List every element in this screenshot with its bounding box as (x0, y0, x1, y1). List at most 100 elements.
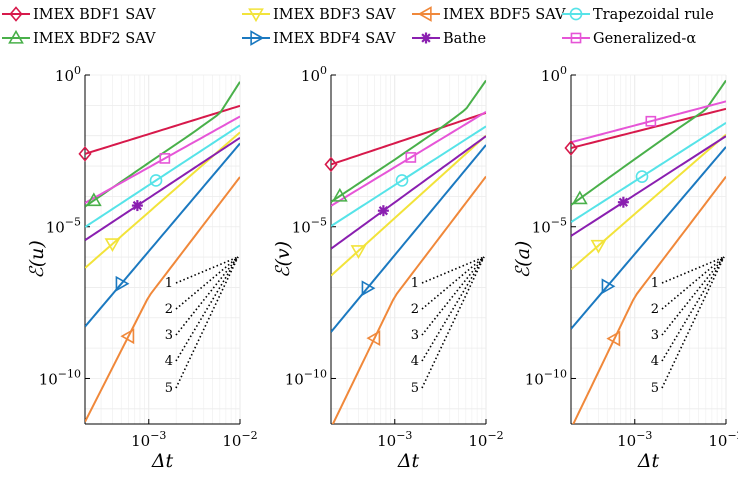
series-marker-trap (149, 174, 163, 187)
series-marker-bdf2 (331, 187, 348, 202)
series-marker-bdf4 (115, 275, 130, 292)
slope-line-5 (175, 256, 239, 389)
series-line-bdf3 (331, 134, 486, 277)
x-axis-label: Δt (397, 450, 420, 472)
x-tick-label: 10−3 (377, 429, 412, 450)
legend-marker-triangle-up (8, 29, 24, 44)
slope-fan: 1 2 3 4 5 (651, 256, 725, 396)
legend-label: IMEX BDF2 SAV (33, 31, 156, 47)
series-marker-trap (395, 174, 409, 187)
legend-label: Bathe (443, 31, 486, 47)
slope-label: 3 (411, 328, 419, 343)
slope-line-2 (175, 256, 239, 310)
series-marker-bdf3 (104, 238, 121, 253)
grid (84, 74, 241, 424)
x-tick-label: 10−2 (222, 429, 257, 450)
slope-line-5 (421, 256, 485, 389)
series-group (85, 81, 240, 423)
series-line-trap (331, 125, 486, 227)
chart-panel-3: 100 10−5 10−10 10−3 10−2 Δt ℰ(a) 1 2 3 4 5 (512, 64, 738, 472)
series-line-bdf3 (571, 133, 726, 271)
series-line-trap (85, 124, 240, 228)
series-group (571, 79, 726, 424)
series-line-bdf4 (331, 144, 486, 333)
series-line-bdf4 (85, 142, 240, 328)
slope-fan: 1 2 3 4 5 (411, 256, 485, 396)
series-line-bathe (571, 135, 726, 237)
slope-line-2 (421, 256, 485, 310)
legend-label: Trapezoidal rule (593, 7, 714, 23)
legend-entry-bdf1: IMEX BDF1 SAV (2, 6, 156, 23)
series-line-bathe (85, 136, 240, 242)
legend-entry-trap: Trapezoidal rule (562, 7, 714, 23)
series-marker-bdf5 (606, 330, 621, 347)
y-tick-label: 10−10 (39, 367, 81, 388)
legend-entry-bdf2: IMEX BDF2 SAV (2, 29, 156, 47)
series-line-bdf2 (331, 79, 486, 203)
slope-line-5 (661, 256, 725, 389)
legend-entry-bdf3: IMEX BDF3 SAV (242, 7, 396, 23)
y-axis-label: ℰ(v) (272, 241, 294, 278)
series-marker-bdf1 (78, 146, 92, 162)
y-tick-label: 10−10 (285, 367, 327, 388)
series-marker-bdf3 (590, 239, 607, 254)
legend-marker-circle (569, 7, 583, 21)
series-line-trap (571, 121, 726, 223)
x-tick-label: 10−2 (708, 429, 738, 450)
slope-line-2 (661, 256, 725, 310)
legend-entry-galpha: Generalized-α (562, 31, 696, 47)
slope-label: 1 (651, 276, 659, 291)
grid (570, 74, 727, 424)
slope-line-3 (175, 256, 239, 336)
y-axis-label: ℰ(u) (26, 240, 48, 279)
series-marker-bdf1 (564, 140, 578, 156)
legend-marker-triangle-right (250, 30, 265, 46)
series-line-bdf5 (331, 175, 486, 424)
asterisk-stroke (618, 197, 629, 207)
series-marker-bdf1 (324, 156, 338, 173)
series-line-bdf2 (571, 79, 726, 206)
slope-line-4 (175, 256, 239, 362)
legend-label: IMEX BDF4 SAV (273, 31, 396, 47)
legend-label: IMEX BDF3 SAV (273, 7, 396, 23)
series-marker-trap (635, 170, 649, 183)
slope-label: 2 (165, 302, 173, 317)
slope-label: 1 (411, 276, 419, 291)
series-line-galpha (571, 100, 726, 144)
legend-entry-bdf5: IMEX BDF5 SAV (412, 6, 566, 23)
series-marker-galpha (159, 153, 171, 164)
slope-line-1 (421, 256, 485, 284)
asterisk-stroke (378, 206, 389, 216)
y-tick-label: 10−5 (292, 216, 327, 237)
y-tick-label: 10−5 (46, 216, 81, 237)
slope-label: 2 (651, 302, 659, 317)
series-line-bathe (331, 135, 486, 250)
x-axis-label: Δt (151, 450, 174, 472)
x-tick-label: 10−2 (468, 429, 503, 450)
series-marker-bdf5 (366, 330, 381, 347)
legend-marker-square (570, 32, 582, 44)
legend-marker-triangle-down (248, 8, 264, 23)
x-tick-label: 10−3 (131, 429, 166, 450)
slope-label: 5 (165, 381, 173, 396)
series-marker-bdf4 (601, 278, 616, 295)
slope-line-4 (661, 256, 725, 362)
slope-line-1 (175, 256, 239, 284)
y-tick-label: 100 (541, 64, 567, 85)
series-line-bdf5 (85, 176, 240, 423)
legend: IMEX BDF1 SAV IMEX BDF3 SAV IMEX BDF5 SAV T… (2, 6, 714, 47)
asterisk-stroke (421, 33, 431, 43)
y-tick-label: 10−5 (532, 216, 567, 237)
series-line-bdf5 (572, 176, 726, 424)
slope-label: 3 (165, 328, 173, 343)
slope-line-3 (421, 256, 485, 336)
asterisk-stroke (132, 200, 143, 211)
legend-entry-bdf4: IMEX BDF4 SAV (242, 30, 396, 47)
slope-fan: 1 2 3 4 5 (165, 256, 239, 396)
slope-line-1 (661, 256, 725, 284)
series-marker-galpha (405, 152, 417, 163)
y-tick-label: 100 (55, 64, 81, 85)
legend-label: IMEX BDF1 SAV (33, 7, 156, 23)
